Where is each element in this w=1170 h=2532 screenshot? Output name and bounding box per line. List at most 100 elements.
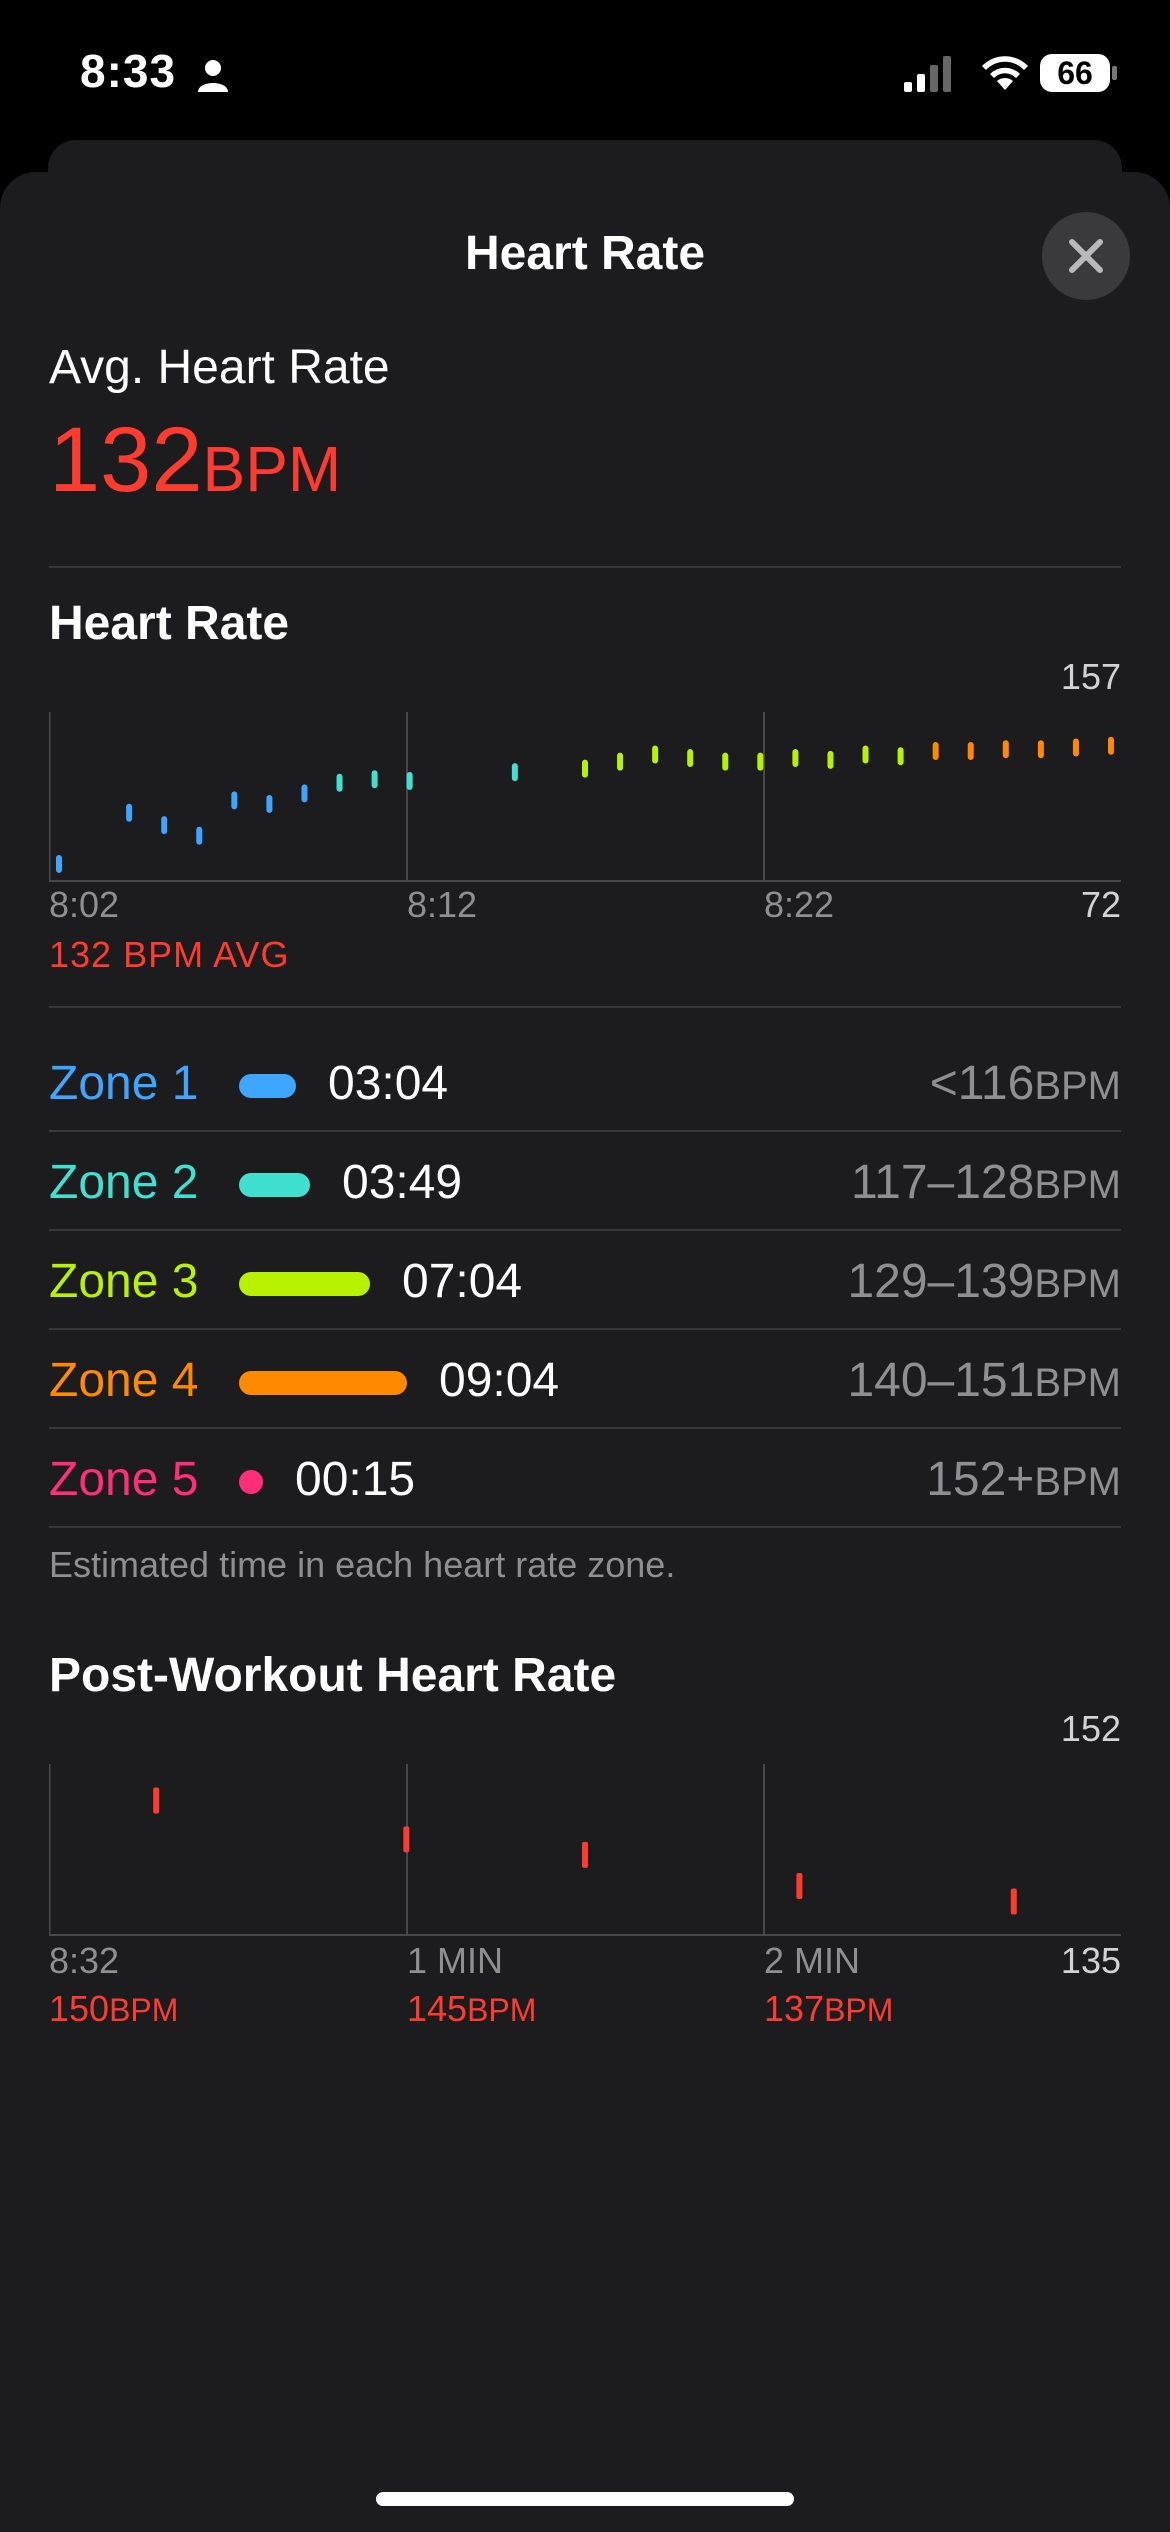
pw-y-min: 135	[1060, 1940, 1121, 1981]
battery-indicator: 66	[1040, 54, 1110, 92]
zone-row-2: Zone 2 03:49 117–128BPM	[49, 1133, 1121, 1231]
hr-data-point	[56, 854, 62, 873]
hr-data-point	[231, 791, 238, 810]
divider	[49, 1130, 1121, 1132]
zone-name: Zone 2	[49, 1156, 199, 1209]
pw-x-label-2: 2 MIN	[764, 1940, 861, 1981]
person-icon	[198, 60, 228, 92]
zone-duration-bar	[239, 1074, 296, 1098]
pw-value-unit: BPM	[109, 1992, 179, 2028]
zone-name: Zone 3	[49, 1255, 199, 1308]
zone-time: 03:04	[328, 1057, 449, 1110]
pw-y-max: 152	[1060, 1708, 1121, 1749]
divider	[49, 1526, 1121, 1528]
hr-data-point	[301, 784, 308, 803]
pw-x-label-0: 8:32	[49, 1940, 120, 1981]
avg-heart-rate-number: 132	[49, 409, 203, 511]
hr-data-point	[1037, 740, 1044, 759]
hr-data-point	[722, 752, 729, 771]
zone-range-unit: BPM	[1034, 1361, 1121, 1405]
hr-y-min: 72	[1080, 884, 1121, 925]
hr-data-point	[406, 772, 413, 790]
hr-data-point	[652, 745, 659, 764]
zone-range-value: 117–128	[851, 1156, 1035, 1209]
heart-rate-chart	[49, 712, 1121, 882]
hr-data-point	[161, 816, 168, 835]
zone-range: 117–128BPM	[851, 1155, 1121, 1210]
pw-value-number: 145	[407, 1988, 468, 2029]
heart-rate-chart-svg	[49, 712, 1121, 882]
zone-range-unit: BPM	[1034, 1262, 1121, 1306]
zone-range-unit: BPM	[1034, 1460, 1121, 1504]
hr-data-point	[371, 770, 378, 789]
divider	[49, 1427, 1121, 1429]
status-bar: 8:33 66	[0, 0, 1170, 150]
home-indicator[interactable]	[376, 2492, 794, 2506]
divider	[49, 566, 1121, 568]
zone-range-value: <116	[929, 1057, 1035, 1110]
hr-data-point	[827, 750, 834, 769]
zones-footnote: Estimated time in each heart rate zone.	[49, 1544, 676, 1585]
zone-row-1: Zone 1 03:04 <116BPM	[49, 1034, 1121, 1132]
zone-duration-bar	[239, 1470, 263, 1494]
hr-data-point	[336, 773, 343, 792]
post-workout-chart-svg	[49, 1764, 1121, 1936]
hr-data-point	[617, 752, 624, 771]
hr-data-point	[582, 759, 588, 778]
hr-data-point	[266, 794, 273, 813]
zone-row-3: Zone 3 07:04 129–139BPM	[49, 1232, 1121, 1330]
pw-data-point	[153, 1787, 160, 1814]
avg-heart-rate-value: 132BPM	[49, 408, 341, 513]
hr-data-point	[687, 749, 694, 768]
pw-data-point	[403, 1826, 410, 1853]
post-workout-section-title: Post-Workout Heart Rate	[49, 1649, 617, 1702]
pw-value-unit: BPM	[824, 1992, 894, 2028]
pw-value-unit: BPM	[467, 1992, 537, 2028]
zone-range-value: 129–139	[847, 1255, 1035, 1308]
zone-duration-bar	[239, 1272, 370, 1296]
zone-range: <116BPM	[930, 1056, 1121, 1111]
zone-duration-bar	[239, 1371, 407, 1395]
status-time: 8:33	[80, 45, 177, 97]
pw-value-0: 150BPM	[49, 1988, 178, 2030]
battery-tip	[1112, 66, 1117, 80]
pw-x-label-1: 1 MIN	[407, 1940, 504, 1981]
zone-time: 00:15	[295, 1453, 416, 1506]
zone-time: 07:04	[402, 1255, 523, 1308]
heart-rate-section-title: Heart Rate	[49, 597, 290, 650]
hr-x-tick-2: 8:22	[764, 884, 835, 925]
hr-data-point	[897, 747, 904, 766]
hr-x-tick-0: 8:02	[49, 884, 120, 925]
hr-x-tick-1: 8:12	[407, 884, 478, 925]
pw-data-point	[796, 1872, 803, 1899]
cellular-signal-icon	[904, 56, 951, 92]
zone-name: Zone 4	[49, 1354, 199, 1407]
post-workout-chart	[49, 1764, 1121, 1936]
zone-name: Zone 1	[49, 1057, 199, 1110]
pw-data-point	[1010, 1888, 1017, 1915]
zone-range: 140–151BPM	[847, 1353, 1121, 1408]
avg-heart-rate-unit: BPM	[202, 433, 342, 505]
hr-data-point	[1108, 736, 1114, 755]
pw-value-number: 150	[49, 1988, 110, 2029]
divider	[49, 1006, 1121, 1008]
pw-value-1: 145BPM	[407, 1988, 536, 2030]
zone-range-unit: BPM	[1034, 1064, 1121, 1108]
hr-data-point	[792, 749, 799, 768]
close-button[interactable]	[1042, 212, 1130, 300]
hr-data-point	[862, 745, 869, 764]
zone-time: 03:49	[342, 1156, 463, 1209]
pw-data-point	[582, 1841, 588, 1868]
avg-heart-rate-label: Avg. Heart Rate	[49, 341, 390, 394]
zone-name: Zone 5	[49, 1453, 199, 1506]
hr-data-point	[126, 803, 133, 822]
hr-data-point	[196, 826, 203, 845]
hr-data-point	[511, 763, 518, 782]
zone-range: 129–139BPM	[847, 1254, 1121, 1309]
zone-range-value: 152+	[926, 1453, 1035, 1506]
pw-value-number: 137	[764, 1988, 825, 2029]
hr-y-max: 157	[1060, 656, 1121, 697]
zone-row-5: Zone 5 00:15 152+BPM	[49, 1430, 1121, 1528]
zone-range: 152+BPM	[926, 1452, 1121, 1507]
zone-duration-bar	[239, 1173, 310, 1197]
